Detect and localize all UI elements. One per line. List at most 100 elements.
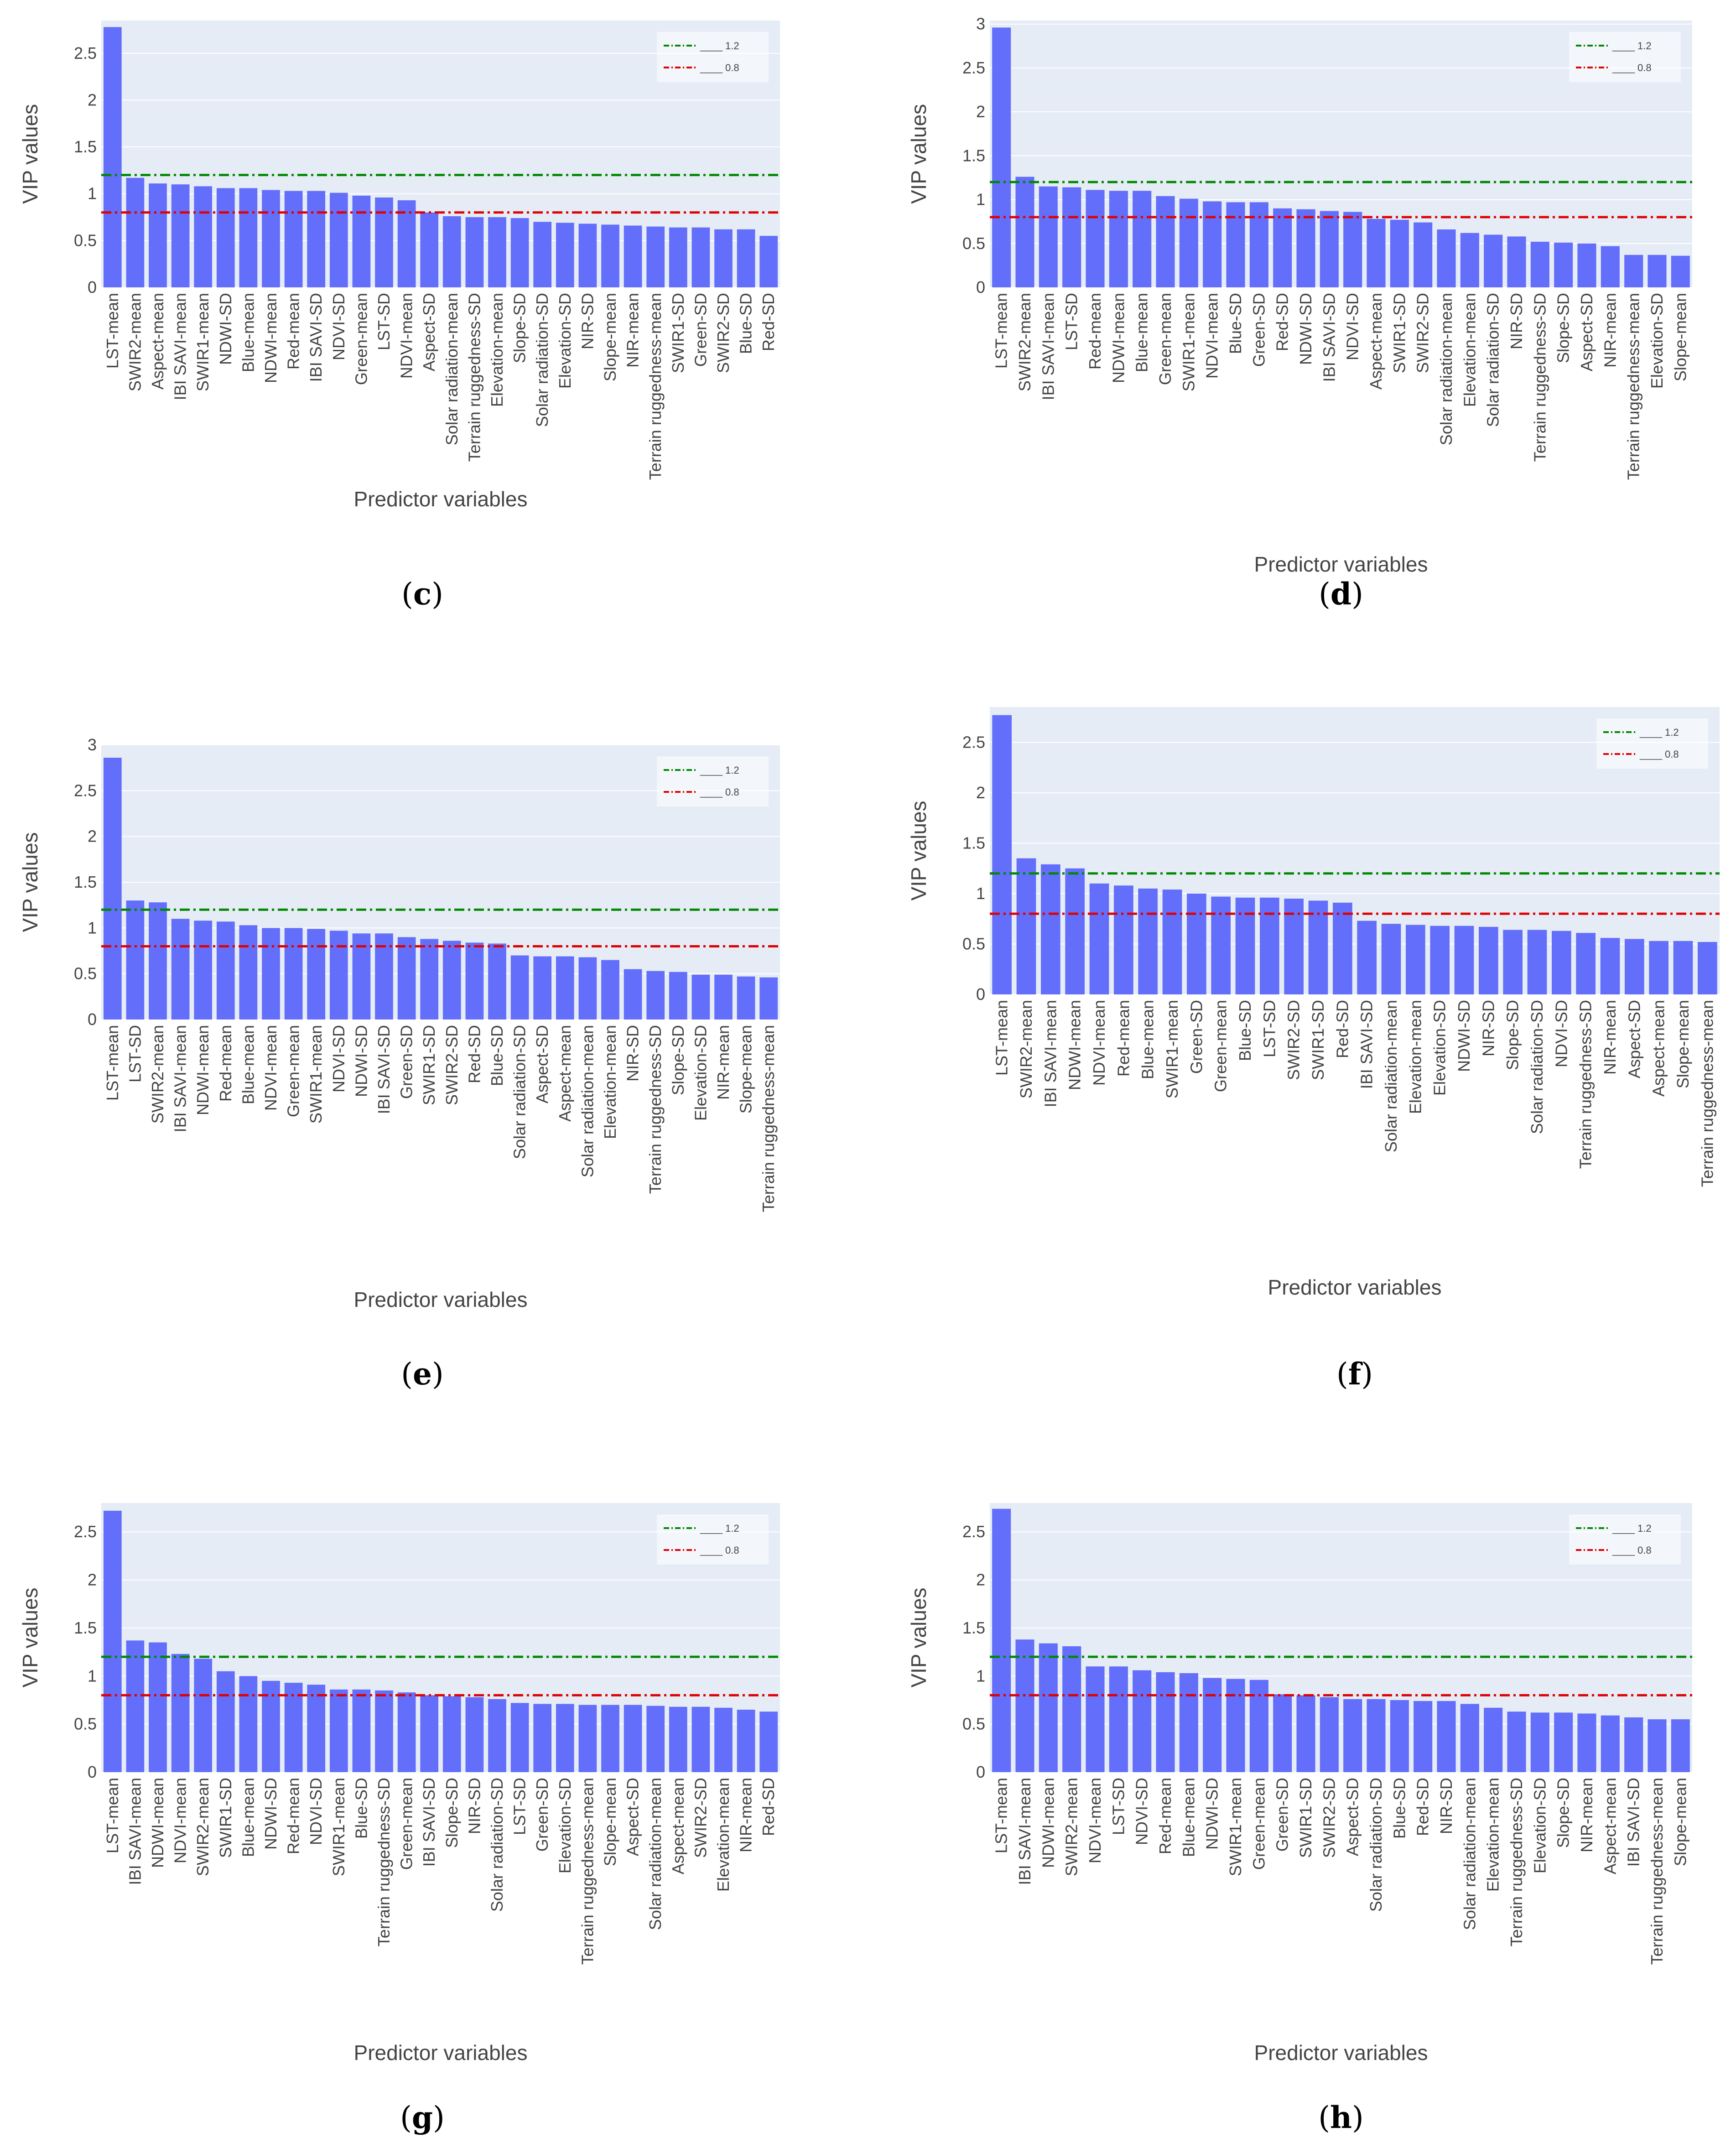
y-tick-label: 0.5 bbox=[74, 1715, 97, 1733]
x-tick-label: Blue-SD bbox=[1226, 293, 1245, 354]
x-tick-label: Elevation-mean bbox=[1484, 1778, 1502, 1892]
bar bbox=[1133, 1670, 1152, 1772]
bar bbox=[1530, 1712, 1549, 1772]
bar bbox=[601, 224, 619, 287]
x-tick-label: Terrain ruggedness-mean bbox=[1648, 1778, 1666, 1965]
bar bbox=[1343, 1699, 1362, 1772]
x-tick-label: Blue-SD bbox=[1236, 1000, 1254, 1061]
x-tick-label: NDWI-SD bbox=[1203, 1778, 1221, 1850]
x-tick-label: Slope-SD bbox=[442, 1778, 461, 1848]
x-tick-label: NIR-SD bbox=[465, 1778, 483, 1834]
bar bbox=[1600, 938, 1620, 994]
y-axis-title: VIP values bbox=[18, 832, 42, 932]
bar bbox=[442, 216, 461, 287]
x-tick-label: Red-mean bbox=[284, 293, 303, 369]
bar bbox=[1552, 931, 1571, 994]
bar bbox=[216, 921, 235, 1020]
x-tick-label: LST-mean bbox=[993, 1000, 1011, 1076]
bar bbox=[1673, 941, 1693, 994]
x-tick-label: Aspect-mean bbox=[669, 1778, 687, 1874]
x-tick-label: Slope-SD bbox=[669, 1025, 687, 1095]
x-tick-label: Solar radiation-mean bbox=[442, 293, 461, 445]
x-tick-label: Terrain ruggedness-mean bbox=[1624, 293, 1643, 480]
x-tick-label: SWIR2-SD bbox=[442, 1025, 461, 1105]
x-tick-label: Elevation-mean bbox=[714, 1778, 733, 1892]
bar bbox=[1414, 1701, 1433, 1772]
x-tick-label: NDVI-mean bbox=[261, 1025, 280, 1111]
x-tick-label: NDWI-mean bbox=[1109, 293, 1128, 383]
x-tick-label: Green-SD bbox=[1273, 1778, 1292, 1852]
x-tick-label: Terrain ruggedness-mean bbox=[646, 293, 665, 480]
bar bbox=[307, 191, 326, 287]
bar bbox=[1648, 255, 1667, 287]
bar bbox=[1390, 219, 1409, 287]
y-tick-label: 2.5 bbox=[962, 58, 985, 77]
y-tick-label: 1 bbox=[976, 1666, 985, 1685]
bar bbox=[1437, 229, 1456, 287]
bar bbox=[578, 1705, 597, 1772]
x-tick-label: SWIR1-mean bbox=[193, 293, 212, 391]
x-tick-label: NIR-SD bbox=[578, 293, 597, 349]
x-tick-label: NDVI-SD bbox=[329, 293, 348, 360]
bar bbox=[1156, 1672, 1175, 1772]
bar bbox=[1576, 933, 1596, 994]
bar bbox=[1273, 208, 1292, 287]
bar bbox=[737, 1710, 755, 1772]
x-tick-label: NIR-mean bbox=[737, 1778, 755, 1852]
bar bbox=[510, 955, 529, 1020]
x-tick-label: Green-SD bbox=[691, 293, 710, 367]
x-tick-label: Green-mean bbox=[397, 1778, 416, 1870]
x-tick-label: Aspect-SD bbox=[533, 1025, 551, 1103]
x-tick-label: Aspect-mean bbox=[1367, 293, 1385, 390]
bar bbox=[1260, 897, 1279, 994]
bar bbox=[1530, 241, 1549, 287]
x-tick-label: NDVI-SD bbox=[1343, 293, 1362, 360]
bar bbox=[284, 928, 303, 1020]
legend-label: ____ 1.2 bbox=[700, 1523, 739, 1534]
legend-label: ____ 0.8 bbox=[700, 62, 739, 73]
x-tick-label: Terrain ruggedness-mean bbox=[759, 1025, 778, 1212]
x-tick-label: SWIR2-mean bbox=[148, 1025, 167, 1124]
bar bbox=[307, 929, 326, 1020]
bar bbox=[1479, 926, 1498, 994]
x-tick-label: Slope-mean bbox=[601, 1778, 619, 1866]
x-tick-label: SWIR1-mean bbox=[329, 1778, 348, 1876]
y-tick-label: 1.5 bbox=[962, 833, 985, 852]
x-tick-label: LST-mean bbox=[992, 293, 1011, 369]
x-tick-label: Red-mean bbox=[216, 1025, 235, 1102]
bar bbox=[1381, 924, 1401, 994]
x-tick-label: IBI SAVI-mean bbox=[1015, 1778, 1034, 1885]
x-tick-label: Green-mean bbox=[1211, 1000, 1230, 1092]
chart-panel-g: 0 0.5 1 1.5 2 2.5 LST-mean IBI SAVI-mean NDWI-me… bbox=[18, 1503, 780, 2135]
bar bbox=[1203, 201, 1222, 287]
y-tick-label: 1.5 bbox=[74, 137, 97, 156]
x-tick-label: Slope-mean bbox=[601, 293, 619, 381]
bar bbox=[397, 937, 416, 1020]
x-tick-label: IBI SAVI-mean bbox=[125, 1778, 144, 1885]
panel-label: (h) bbox=[1318, 2100, 1364, 2135]
bar bbox=[1554, 242, 1573, 287]
x-tick-label: SWIR1-mean bbox=[1226, 1778, 1245, 1876]
x-tick-label: Slope-SD bbox=[1503, 1000, 1522, 1070]
legend-label: ____ 0.8 bbox=[700, 1545, 739, 1556]
bar bbox=[1357, 921, 1377, 994]
bar bbox=[1062, 1646, 1081, 1772]
bar bbox=[307, 1685, 326, 1772]
legend-label: ____ 1.2 bbox=[1639, 727, 1679, 738]
y-tick-label: 0 bbox=[88, 1010, 97, 1029]
bar bbox=[194, 186, 213, 287]
x-tick-label: Red-mean bbox=[1086, 293, 1104, 369]
x-tick-label: Terrain ruggedness-SD bbox=[1530, 293, 1549, 462]
x-tick-label: Slope-SD bbox=[1554, 1778, 1573, 1848]
bar bbox=[488, 1699, 506, 1772]
chart-panel-h: 0 0.5 1 1.5 2 2.5 LST-mean IBI SAVI-mean NDWI-me… bbox=[907, 1503, 1692, 2135]
bar bbox=[1249, 202, 1268, 287]
x-tick-label: LST-mean bbox=[103, 293, 122, 369]
x-tick-label: LST-SD bbox=[1260, 1000, 1279, 1057]
x-tick-label: Solar radiation-SD bbox=[488, 1778, 506, 1912]
bar bbox=[1039, 1643, 1058, 1772]
bar bbox=[1648, 1719, 1667, 1772]
x-tick-label: Solar radiation-mean bbox=[646, 1778, 665, 1930]
bar bbox=[1249, 1680, 1268, 1772]
